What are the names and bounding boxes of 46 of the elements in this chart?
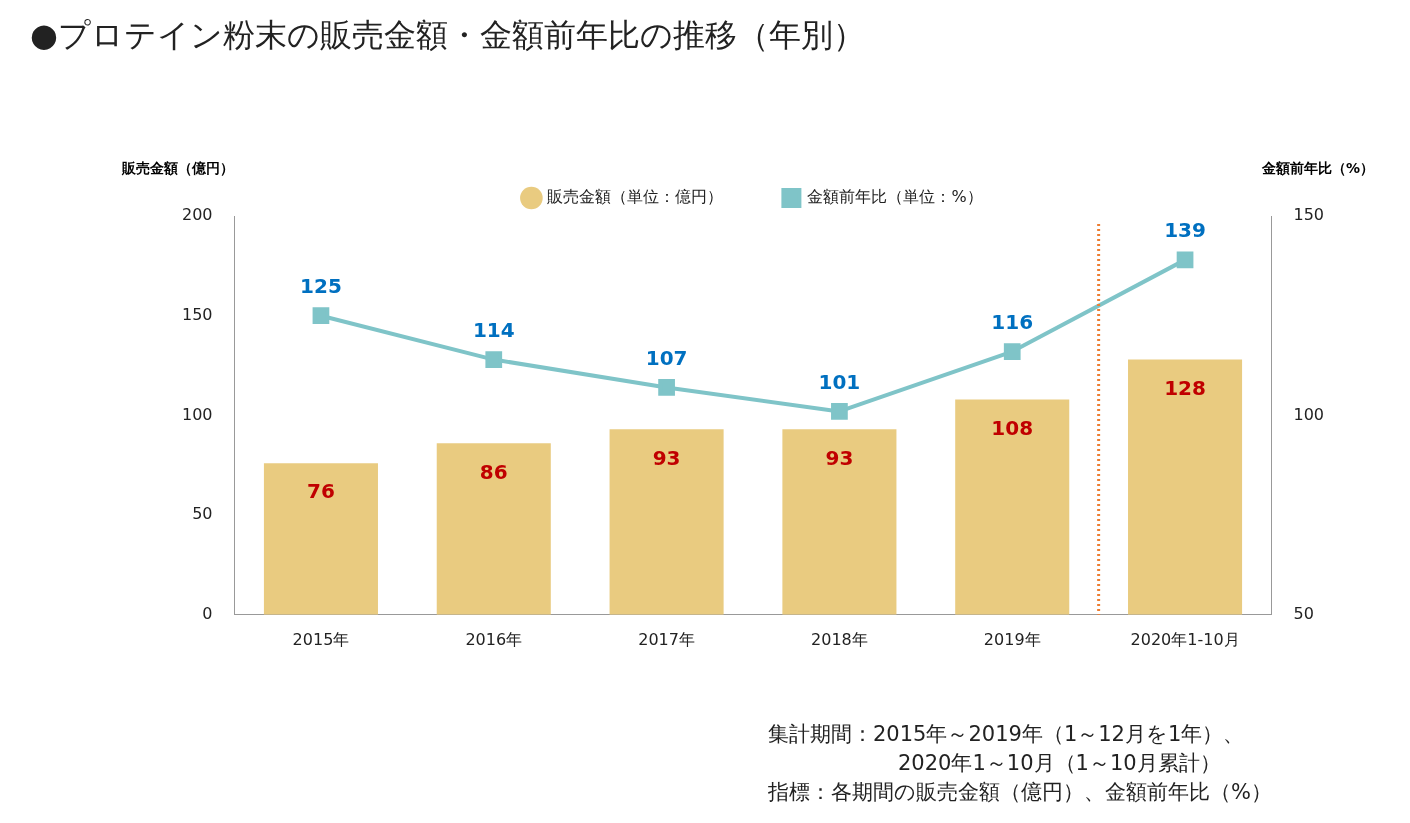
bar (263, 463, 378, 615)
chart-title: ●プロテイン粉末の販売金額・金額前年比の推移（年別） (30, 15, 865, 56)
data-label: 86 (479, 459, 508, 484)
legend-label: 販売金額（単位：億円） (547, 187, 724, 207)
bar (609, 429, 724, 615)
y-tick-label: 200 (181, 205, 213, 225)
y2-axis-title: 金額前年比（%） (1260, 159, 1375, 176)
point (485, 351, 503, 368)
y-tick-label: 150 (181, 304, 213, 324)
point (1176, 251, 1194, 269)
y-tick-label: 50 (192, 504, 213, 524)
text: 2020年1～10月（1～10月累計） (897, 750, 1222, 777)
bar (782, 429, 897, 615)
x-tick-label: 2017年 (638, 629, 695, 649)
x-tick-label: 2018年 (811, 629, 868, 649)
data-label: 114 (472, 317, 515, 342)
bar (1128, 359, 1243, 615)
data-label: 93 (652, 445, 681, 470)
data-label: 101 (818, 369, 861, 394)
y-axis-title: 販売金額（億円） (121, 159, 234, 176)
data-label: 108 (991, 415, 1034, 440)
data-label: 128 (1164, 375, 1206, 400)
bar (436, 443, 551, 615)
data-label: 125 (300, 273, 342, 298)
y-tick-label: 100 (181, 404, 213, 424)
point (312, 307, 330, 325)
data-label: 93 (825, 445, 854, 470)
x-tick-label: 2020年1-10月 (1130, 629, 1240, 649)
data-label: 76 (307, 479, 335, 504)
y2-tick-label: 150 (1293, 205, 1325, 225)
data-label: 107 (645, 345, 688, 370)
x-tick-label: 2016年 (465, 629, 523, 649)
text: 指標：各期間の販売金額（億円）、金額前年比（%） (768, 779, 1272, 806)
point (658, 379, 675, 396)
y2-tick-label: 50 (1293, 603, 1314, 623)
data-label: 116 (991, 309, 1034, 334)
x-tick-label: 2015年 (292, 629, 350, 649)
text: 集計期間：2015年～2019年（1～12月を1年）、 (768, 721, 1246, 748)
bar (955, 399, 1070, 615)
y2-tick-label: 100 (1293, 404, 1325, 424)
data-label: 139 (1164, 218, 1206, 243)
x-tick-label: 2019年 (983, 629, 1041, 649)
y-tick-label: 0 (202, 603, 213, 623)
legend-label: 金額前年比（単位：%） (807, 187, 983, 207)
point (831, 403, 848, 420)
point (1003, 343, 1021, 360)
